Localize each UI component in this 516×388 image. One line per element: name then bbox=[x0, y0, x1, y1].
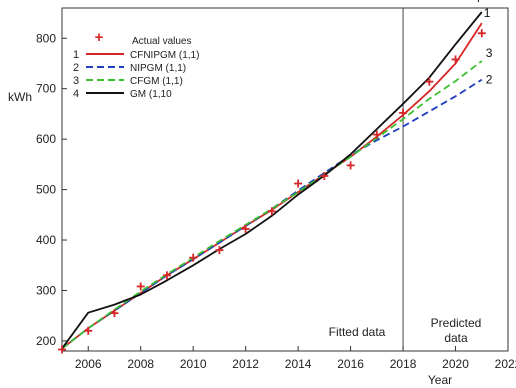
y-tick-label: 600 bbox=[36, 132, 56, 146]
actual-value-markers bbox=[58, 29, 486, 354]
actual-value-marker bbox=[136, 282, 145, 291]
legend-label-1: CFNIPGM (1,1) bbox=[130, 50, 199, 61]
actual-value-marker bbox=[84, 326, 93, 335]
legend-label-2: NIPGM (1,1) bbox=[130, 63, 186, 74]
legend-number-1: 1 bbox=[73, 49, 79, 61]
actual-value-marker bbox=[58, 345, 66, 354]
series-end-label-2: 2 bbox=[486, 73, 493, 87]
y-tick-label: 400 bbox=[36, 233, 56, 247]
y-tick-label: 500 bbox=[36, 183, 56, 197]
actual-value-marker bbox=[425, 77, 434, 86]
actual-value-marker bbox=[477, 29, 486, 38]
x-tick-label: 2014 bbox=[285, 357, 312, 371]
legend: + Actual values 1 CFNIPGM (1,1) 2 NIPGM … bbox=[68, 28, 226, 104]
actual-value-marker bbox=[346, 161, 355, 170]
region-label-predicted-line1: Predicted bbox=[431, 316, 482, 330]
series-line-4 bbox=[61, 11, 483, 350]
series-end-label-3: 3 bbox=[486, 46, 493, 60]
legend-marker-actual: + bbox=[95, 29, 104, 46]
y-tick-label: 200 bbox=[36, 334, 56, 348]
x-tick-label: 2018 bbox=[390, 357, 417, 371]
x-tick-label: 2012 bbox=[232, 357, 259, 371]
legend-number-4: 4 bbox=[73, 88, 79, 100]
legend-label-3: CFGM (1,1) bbox=[130, 76, 183, 87]
x-tick-label: 2020 bbox=[442, 357, 469, 371]
legend-number-2: 2 bbox=[73, 62, 79, 74]
legend-box bbox=[68, 28, 226, 104]
actual-value-marker bbox=[451, 55, 460, 64]
x-tick-label: 2010 bbox=[180, 357, 207, 371]
actual-value-marker bbox=[267, 207, 276, 216]
actual-value-marker bbox=[320, 171, 329, 180]
actual-value-marker bbox=[372, 130, 381, 139]
legend-label-4: GM (1,10 bbox=[130, 89, 172, 100]
x-tick-label: 2016 bbox=[337, 357, 364, 371]
actual-value-marker bbox=[215, 246, 224, 255]
actual-value-marker bbox=[241, 224, 250, 233]
series-end-label-4: 4 bbox=[474, 0, 481, 5]
actual-value-marker bbox=[189, 253, 198, 262]
y-tick-label: 700 bbox=[36, 82, 56, 96]
region-label-predicted-line2: data bbox=[444, 331, 468, 345]
y-tick-label: 300 bbox=[36, 283, 56, 297]
series-line-3 bbox=[61, 60, 483, 350]
series-end-labels: 1 2 3 4 bbox=[474, 0, 493, 87]
actual-value-marker bbox=[294, 179, 303, 188]
actual-value-marker bbox=[162, 271, 171, 280]
legend-number-3: 3 bbox=[73, 75, 79, 87]
actual-value-marker bbox=[110, 309, 119, 318]
region-label-fitted: Fitted data bbox=[329, 325, 386, 339]
y-axis-title: kWh bbox=[8, 90, 32, 104]
x-tick-label: 2008 bbox=[127, 357, 154, 371]
x-axis-title: Year bbox=[428, 373, 452, 387]
x-tick-label: 2006 bbox=[75, 357, 102, 371]
series-end-label-1: 1 bbox=[484, 6, 491, 20]
actual-value-marker bbox=[399, 108, 408, 117]
y-tick-label: 800 bbox=[36, 31, 56, 45]
legend-label-actual: Actual values bbox=[132, 36, 191, 47]
